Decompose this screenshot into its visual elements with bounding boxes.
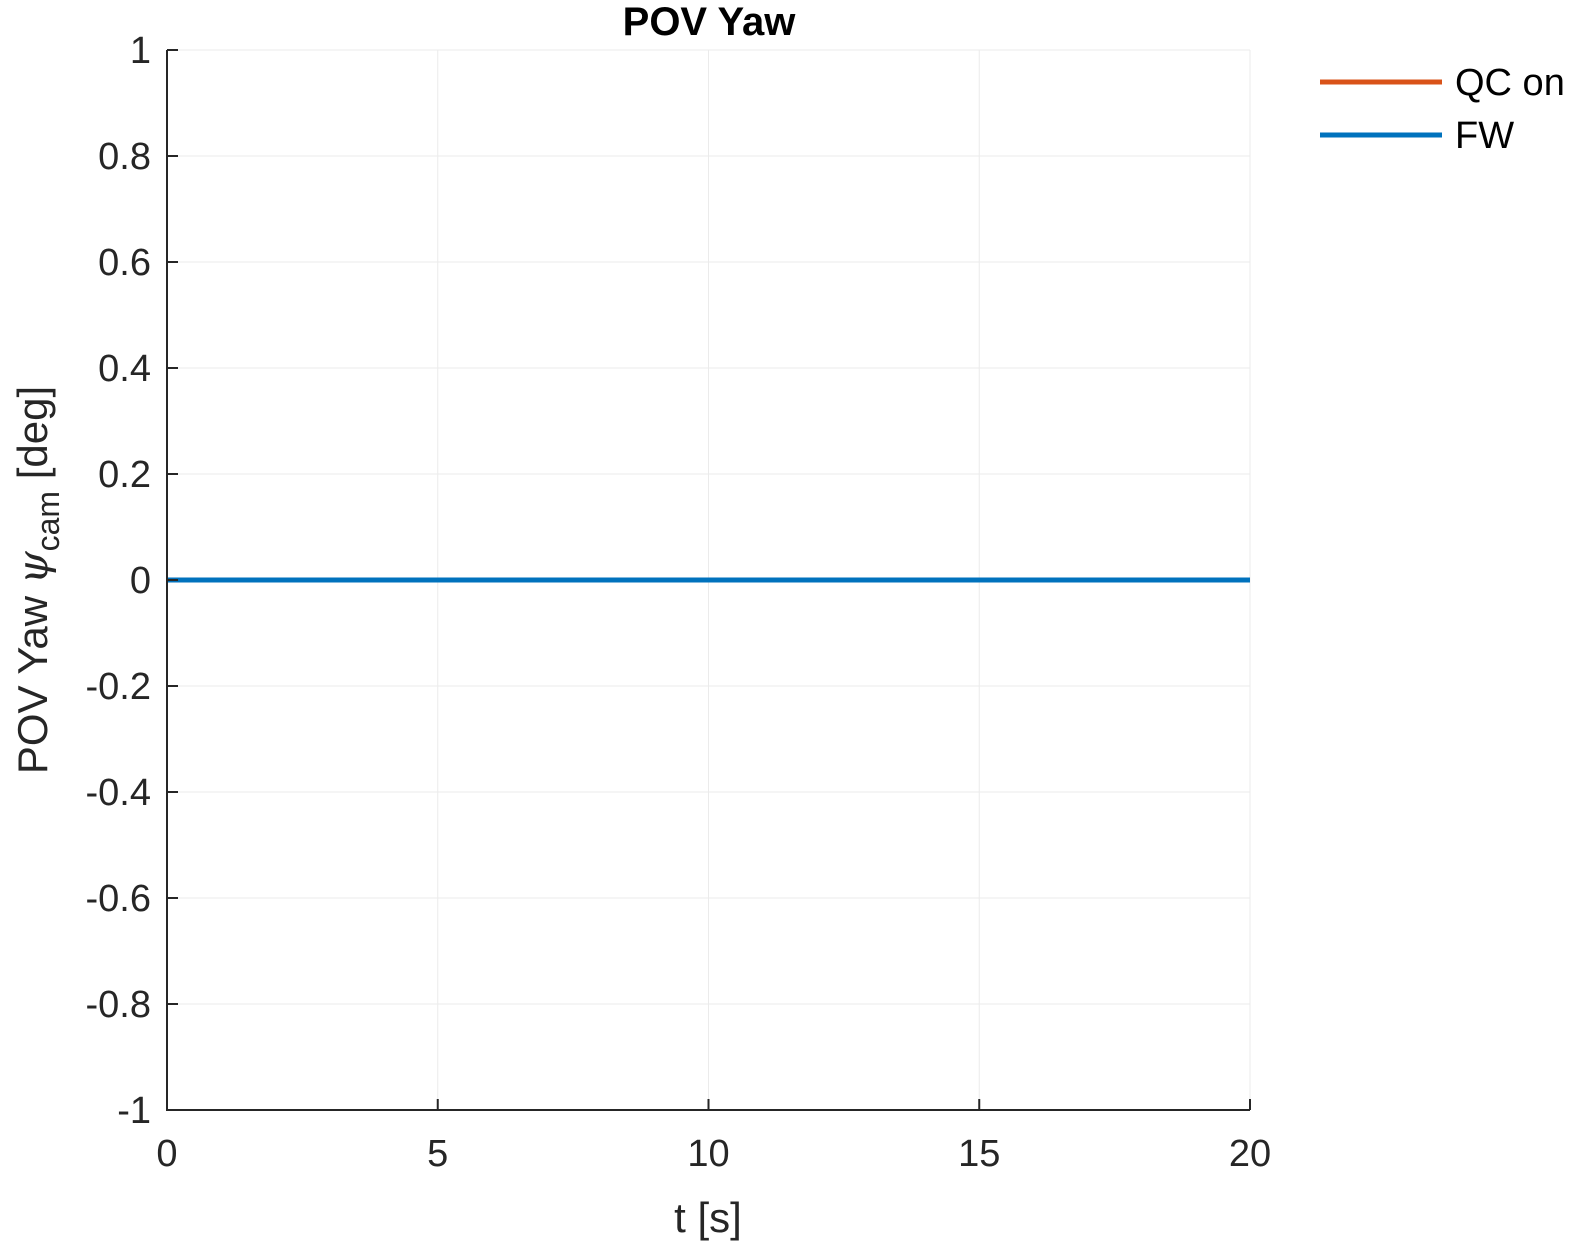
y-ticks: -1 -0.8 -0.6 -0.4 -0.2 0 0.2 0.4 0.6 0.8 1 <box>86 30 178 1132</box>
x-tick-label: 20 <box>1229 1133 1271 1175</box>
legend-label-1: FW <box>1455 115 1514 157</box>
y-tick-label: -0.6 <box>86 878 151 920</box>
y-axis-label: POV Yaw ψcam [deg] <box>8 386 66 774</box>
x-tick-label: 5 <box>427 1133 448 1175</box>
y-tick-label: 0.6 <box>98 242 151 284</box>
y-tick-label: -0.4 <box>86 772 151 814</box>
y-tick-label: 1 <box>130 30 151 72</box>
x-tick-label: 15 <box>958 1133 1000 1175</box>
chart-title: POV Yaw <box>623 0 797 44</box>
y-axis-label-symbol: ψ <box>8 550 57 584</box>
x-tick-label: 0 <box>156 1133 177 1175</box>
y-tick-label: 0.4 <box>98 348 151 390</box>
x-tick-label: 10 <box>687 1133 729 1175</box>
y-tick-label: -0.2 <box>86 666 151 708</box>
x-ticks: 0 5 10 15 20 <box>156 1099 1271 1175</box>
y-axis-label-subscript: cam <box>30 491 66 551</box>
y-tick-label: 0.2 <box>98 454 151 496</box>
y-axis-label-main: POV Yaw <box>9 584 56 774</box>
y-tick-label: 0 <box>130 560 151 602</box>
x-axis-label: t [s] <box>674 1194 742 1241</box>
legend-label-0: QC on <box>1455 62 1565 104</box>
legend: QC on FW <box>1320 62 1565 157</box>
y-gridlines <box>167 49 1250 1005</box>
y-tick-label: -0.8 <box>86 984 151 1026</box>
y-axis-label-unit: [deg] <box>9 386 56 491</box>
y-tick-label: -1 <box>117 1090 151 1132</box>
y-tick-label: 0.8 <box>98 136 151 178</box>
